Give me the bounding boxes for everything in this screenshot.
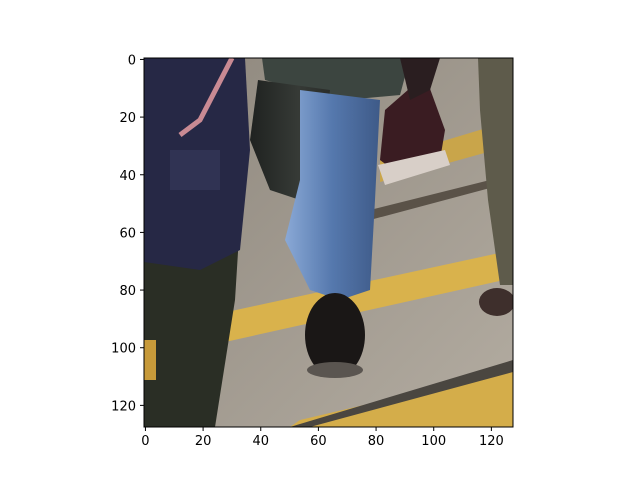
photo xyxy=(144,58,513,427)
left-person-trousers xyxy=(144,220,240,427)
rail-line xyxy=(290,360,513,427)
back-shoe xyxy=(380,75,445,175)
y-tick-label: 60 xyxy=(119,226,136,241)
bag-strap xyxy=(178,58,235,137)
x-tick-label: 40 xyxy=(252,434,269,449)
y-tick-label: 20 xyxy=(119,111,136,126)
y-tick-label: 80 xyxy=(119,284,136,299)
right-person-shoe xyxy=(479,288,513,316)
shoe-sole xyxy=(307,362,363,378)
yellow-patch xyxy=(144,340,156,380)
x-axis-ticks: 0 20 40 60 80 100 120 xyxy=(141,427,504,449)
rail-line xyxy=(370,180,490,220)
y-tick-label: 0 xyxy=(128,53,136,68)
jacket-highlight xyxy=(170,150,220,190)
back-shoe-sole xyxy=(378,150,450,185)
x-tick-label: 100 xyxy=(421,434,446,449)
y-axis-ticks: 0 20 40 60 80 100 120 xyxy=(111,53,144,414)
right-person-trousers xyxy=(478,58,513,285)
y-tick-label: 120 xyxy=(111,399,136,414)
middle-person-jeans xyxy=(285,90,380,300)
x-tick-label: 20 xyxy=(195,434,212,449)
black-shoe xyxy=(305,293,365,377)
x-tick-label: 80 xyxy=(368,434,385,449)
x-tick-label: 120 xyxy=(479,434,504,449)
y-tick-label: 100 xyxy=(111,342,136,357)
y-tick-label: 40 xyxy=(119,169,136,184)
x-tick-label: 60 xyxy=(310,434,327,449)
axes-frame xyxy=(143,57,514,428)
back-leg xyxy=(400,58,440,100)
x-tick-label: 0 xyxy=(141,434,149,449)
